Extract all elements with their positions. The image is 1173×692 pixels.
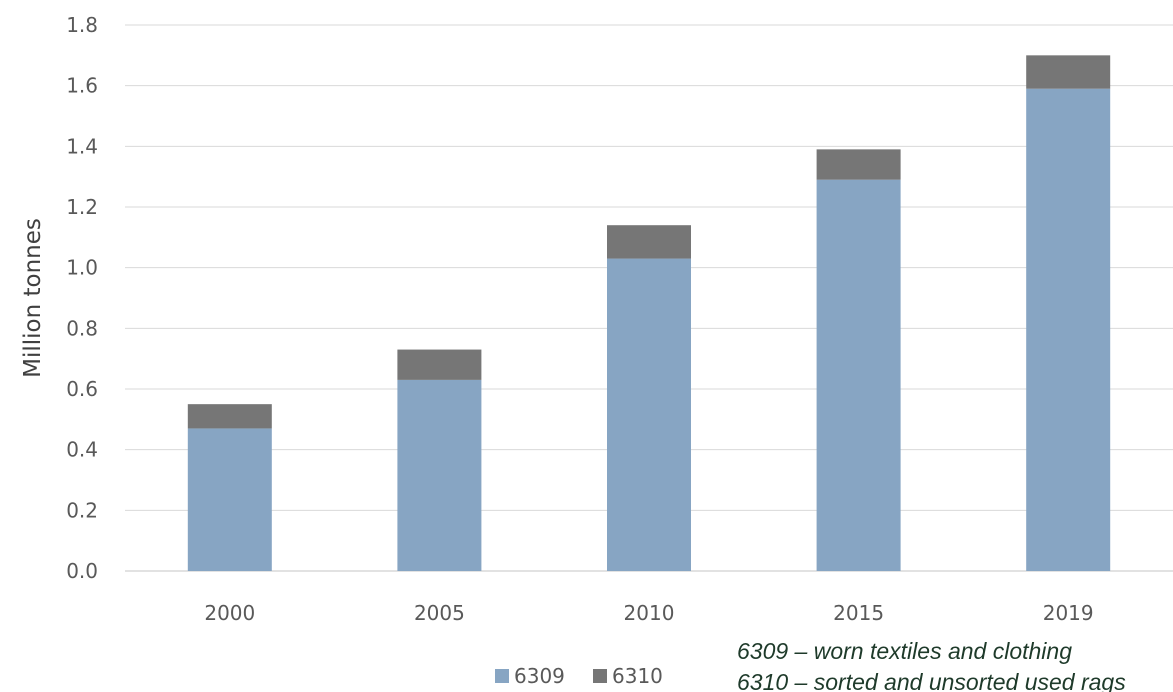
y-tick-label: 0.4 <box>66 438 98 462</box>
bar-6309-2010 <box>607 258 691 571</box>
x-tick-label-2010: 2010 <box>624 601 675 625</box>
x-tick-label-2019: 2019 <box>1043 601 1094 625</box>
bars <box>187 55 1111 571</box>
legend-swatch-6309 <box>495 669 509 683</box>
bar-6310-2000 <box>187 404 272 429</box>
y-tick-label: 1.8 <box>66 13 98 37</box>
y-tick-label: 0.2 <box>66 498 98 522</box>
y-tick-label: 0.6 <box>66 377 98 401</box>
x-tick-label-2000: 2000 <box>204 601 255 625</box>
y-tick-label: 1.4 <box>66 134 98 158</box>
y-tick-label: 1.2 <box>66 195 98 219</box>
legend-label-6309: 6309 <box>514 664 565 688</box>
y-tick-label: 0.8 <box>66 316 98 340</box>
bar-6310-2015 <box>816 149 901 180</box>
y-tick-label: 0.0 <box>66 559 98 583</box>
bar-6309-2000 <box>187 428 272 571</box>
x-axis-ticks: 2000 2005 2010 2015 2019 <box>204 601 1093 625</box>
legend-swatch-6310 <box>593 669 607 683</box>
y-axis-ticks: 0.0 0.2 0.4 0.6 0.8 1.0 1.2 1.4 1.6 1.8 <box>66 13 98 583</box>
x-tick-label-2005: 2005 <box>414 601 465 625</box>
y-axis-title: Million tonnes <box>20 218 46 378</box>
bar-6310-2010 <box>607 225 691 259</box>
y-tick-label: 1.6 <box>66 74 98 98</box>
legend: 6309 6310 <box>495 664 663 688</box>
bar-6309-2015 <box>816 179 901 571</box>
code-notes: 6309 – worn textiles and clothing 6310 –… <box>737 638 1126 692</box>
note-6309: 6309 – worn textiles and clothing <box>737 638 1072 664</box>
legend-label-6310: 6310 <box>612 664 663 688</box>
y-tick-label: 1.0 <box>66 256 98 280</box>
bar-6309-2005 <box>397 379 482 571</box>
bar-6309-2019 <box>1026 88 1111 571</box>
x-tick-label-2015: 2015 <box>833 601 884 625</box>
bar-6310-2019 <box>1026 55 1111 89</box>
note-6310: 6310 – sorted and unsorted used rags <box>737 669 1126 692</box>
bar-6310-2005 <box>397 349 482 380</box>
